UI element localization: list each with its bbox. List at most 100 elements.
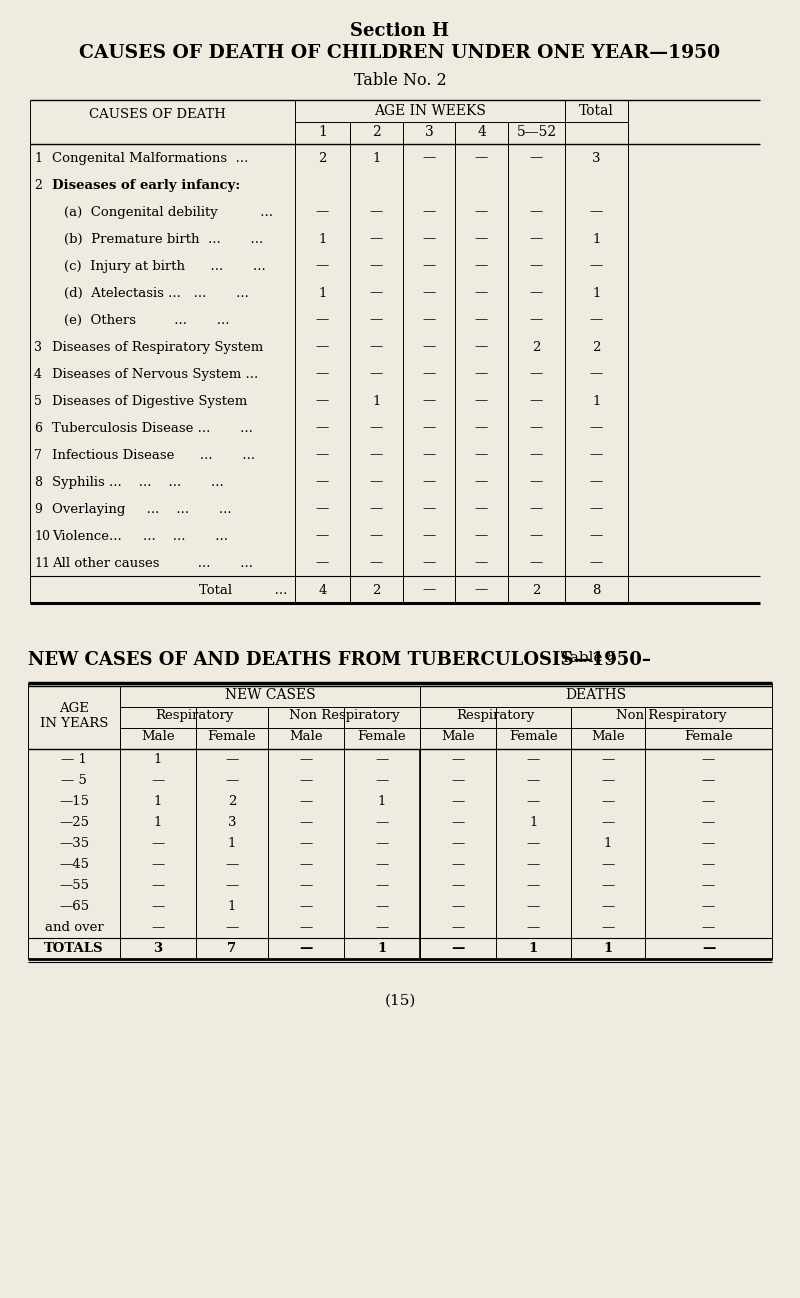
Text: 1: 1 (372, 152, 381, 165)
Text: 11: 11 (34, 557, 50, 570)
Text: —: — (530, 449, 543, 462)
Text: —: — (602, 879, 614, 892)
Text: Tuberculosis Disease ...       ...: Tuberculosis Disease ... ... (52, 422, 253, 435)
Text: Respiratory: Respiratory (155, 709, 233, 722)
Text: —: — (530, 152, 543, 165)
Text: Non Respiratory: Non Respiratory (289, 709, 399, 722)
Text: —: — (316, 475, 329, 488)
Text: 3: 3 (228, 816, 236, 829)
Text: —: — (702, 774, 715, 787)
Text: —: — (475, 232, 488, 245)
Text: —: — (451, 837, 465, 850)
Text: —: — (422, 340, 436, 353)
Text: —: — (451, 942, 465, 955)
Text: 2: 2 (318, 152, 326, 165)
Text: —: — (316, 367, 329, 380)
Text: 1: 1 (592, 287, 601, 300)
Text: Male: Male (441, 729, 475, 742)
Text: —: — (370, 287, 383, 300)
Text: —: — (590, 367, 603, 380)
Text: 4: 4 (34, 367, 42, 380)
Text: —: — (702, 922, 715, 935)
Text: —: — (475, 340, 488, 353)
Text: —: — (370, 475, 383, 488)
Text: —: — (422, 287, 436, 300)
Text: 1: 1 (154, 794, 162, 807)
Text: Total          ...: Total ... (198, 584, 287, 597)
Text: 8: 8 (592, 584, 601, 597)
Text: —: — (422, 475, 436, 488)
Text: NEW CASES: NEW CASES (225, 688, 315, 702)
Text: —: — (422, 449, 436, 462)
Text: —: — (702, 879, 715, 892)
Text: —: — (702, 858, 715, 871)
Text: —: — (590, 530, 603, 543)
Text: —: — (527, 753, 540, 766)
Text: (b)  Premature birth  ...       ...: (b) Premature birth ... ... (64, 232, 263, 245)
Text: —: — (375, 922, 389, 935)
Text: —: — (316, 395, 329, 408)
Text: Infectious Disease      ...       ...: Infectious Disease ... ... (52, 449, 255, 462)
Text: 1: 1 (592, 232, 601, 245)
Text: —: — (375, 753, 389, 766)
Text: Female: Female (509, 729, 558, 742)
Text: —: — (316, 449, 329, 462)
Text: —: — (299, 816, 313, 829)
Text: 8: 8 (34, 475, 42, 488)
Text: —: — (451, 774, 465, 787)
Text: —: — (602, 774, 614, 787)
Text: —: — (316, 340, 329, 353)
Text: —: — (530, 232, 543, 245)
Text: —: — (226, 753, 238, 766)
Text: —: — (451, 922, 465, 935)
Text: —: — (451, 879, 465, 892)
Text: —: — (370, 314, 383, 327)
Text: —: — (422, 502, 436, 515)
Text: —: — (299, 858, 313, 871)
Text: —: — (226, 922, 238, 935)
Text: 1: 1 (318, 232, 326, 245)
Text: —: — (422, 584, 436, 597)
Text: —: — (151, 858, 165, 871)
Text: —: — (475, 395, 488, 408)
Text: —35: —35 (59, 837, 89, 850)
Text: —: — (475, 530, 488, 543)
Text: —: — (527, 774, 540, 787)
Text: —: — (527, 794, 540, 807)
Text: —: — (370, 449, 383, 462)
Text: —: — (527, 900, 540, 912)
Text: (e)  Others         ...       ...: (e) Others ... ... (64, 314, 230, 327)
Text: Non Respiratory: Non Respiratory (616, 709, 727, 722)
Text: Diseases of Respiratory System: Diseases of Respiratory System (52, 340, 263, 353)
Text: —: — (370, 232, 383, 245)
Text: and over: and over (45, 922, 103, 935)
Text: —: — (316, 205, 329, 218)
Text: Section H: Section H (350, 22, 450, 40)
Text: Male: Male (141, 729, 175, 742)
Text: —: — (475, 287, 488, 300)
Text: —: — (370, 367, 383, 380)
Text: —: — (226, 774, 238, 787)
Text: (a)  Congenital debility          ...: (a) Congenital debility ... (64, 205, 273, 218)
Text: —: — (530, 314, 543, 327)
Text: —: — (475, 205, 488, 218)
Text: —: — (375, 837, 389, 850)
Text: 5: 5 (34, 395, 42, 408)
Text: 2: 2 (532, 584, 541, 597)
Text: —: — (602, 922, 614, 935)
Text: —: — (590, 449, 603, 462)
Text: 1: 1 (592, 395, 601, 408)
Text: —: — (702, 837, 715, 850)
Text: 1: 1 (34, 152, 42, 165)
Text: —: — (590, 205, 603, 218)
Text: —: — (475, 502, 488, 515)
Text: —: — (475, 449, 488, 462)
Text: —: — (451, 900, 465, 912)
Text: —: — (299, 837, 313, 850)
Text: Diseases of early infancy:: Diseases of early infancy: (52, 179, 240, 192)
Text: —: — (299, 794, 313, 807)
Text: —: — (422, 557, 436, 570)
Text: —: — (530, 557, 543, 570)
Text: 7: 7 (34, 449, 42, 462)
Text: —: — (602, 858, 614, 871)
